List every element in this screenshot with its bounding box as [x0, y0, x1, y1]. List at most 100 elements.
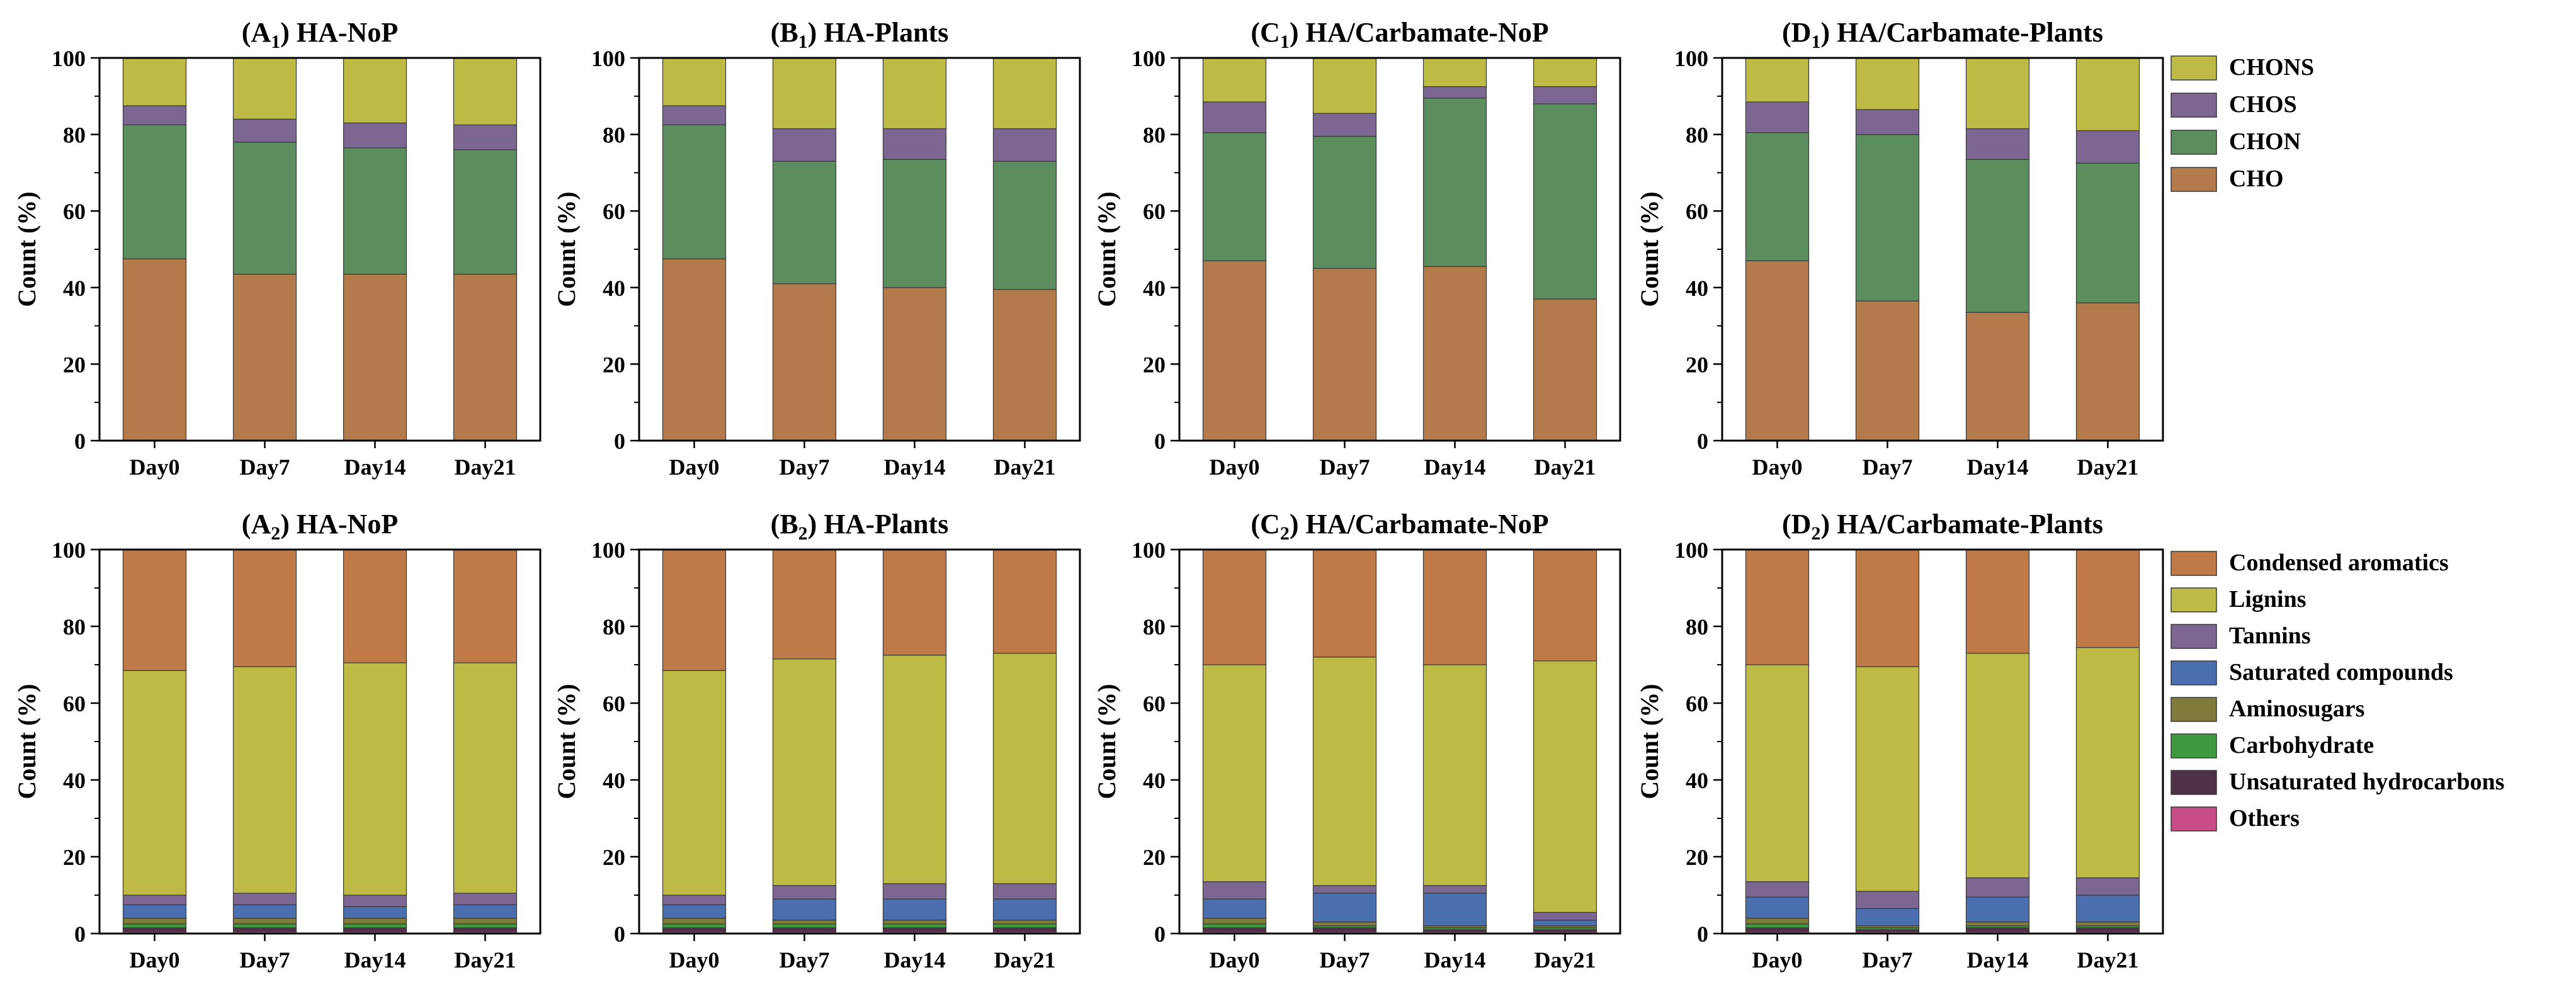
panel-b2-bar-day14-carbohydrate [882, 923, 947, 928]
panel-a2-bar-day7-lignins [232, 666, 297, 894]
panel-a2-bar-day21-unsaturated-hydrocarbons [453, 927, 518, 932]
panel-a2-ytick-label-20: 20 [63, 845, 86, 870]
legend-element-label-cho: CHO [2229, 166, 2284, 192]
panel-c2-bar-day21-condensed-aromatics [1533, 549, 1597, 662]
panel-c1: (C1) HA/Carbamate-NoP Count (%) Day0 Day7 Da… [1092, 17, 1621, 480]
panel-a2-frame [98, 548, 542, 935]
panel-c1-bar-day7-chons [1312, 57, 1377, 114]
panel-b2-ytick-label-60: 60 [603, 691, 625, 716]
panel-b1-bar-day0-chons [662, 57, 727, 106]
panel-b1-ytick-label-20: 20 [603, 352, 625, 377]
panel-a1-ytick-label-0: 0 [74, 429, 86, 454]
panel-d2-bar-day21-aminosugars [2075, 922, 2140, 927]
panel-c2-ytick-label-80: 80 [1143, 614, 1166, 640]
panel-a2-bar-day0-carbohydrate [122, 923, 187, 928]
panel-a1-xtick-label-day21: Day21 [455, 454, 516, 480]
panel-c1-ytick-label-80: 80 [1143, 123, 1166, 148]
panel-a2-ytick-label-0: 0 [74, 922, 86, 947]
legend-compound-label-condensed-aromatics: Condensed aromatics [2229, 550, 2449, 576]
panel-b2-xtick-label-day0: Day0 [669, 947, 720, 973]
panel-d2-bar-day14-tannins [1965, 877, 2030, 898]
panel-d1-bar-day21-chons [2075, 57, 2140, 132]
panel-c2-bar-day14-saturated-compounds [1422, 893, 1487, 927]
panel-b1-bar-day21-chon [992, 161, 1057, 290]
panel-a2-xtick-label-day0: Day0 [130, 947, 180, 973]
panel-c1-bar-day0-cho [1202, 260, 1267, 441]
panel-a1-ytick-label-100: 100 [52, 46, 86, 71]
panel-c1-bar-day21-chos [1533, 86, 1597, 104]
panel-a1-bar-day21-chon [453, 149, 518, 275]
panel-d1-ytick-label-40: 40 [1686, 276, 1708, 301]
panel-c2-ytick-label-40: 40 [1143, 768, 1166, 793]
panel-a1-bar-day14-chons [343, 57, 407, 123]
panel-d2-xtick-label-day7: Day7 [1863, 947, 1913, 973]
panel-d1-bar-day7-chon [1855, 134, 1920, 302]
panel-b2-bar-day14-unsaturated-hydrocarbons [882, 927, 947, 932]
panel-d1-bar-day0-chos [1745, 101, 1810, 133]
panel-d2-ytick-label-80: 80 [1686, 614, 1708, 640]
panel-d2-bar-day0-aminosugars [1745, 917, 1810, 925]
panel-b2-ytick-label-20: 20 [603, 845, 625, 870]
panel-d2-bar-day0-unsaturated-hydrocarbons [1745, 927, 1810, 932]
panel-c2-bar-day0-condensed-aromatics [1202, 549, 1267, 665]
panel-a1-bar-day14-chon [343, 147, 407, 275]
panel-c1-frame [1178, 57, 1621, 442]
panel-d2-bar-day21-lignins [2075, 646, 2140, 879]
panel-b2-bar-day7-unsaturated-hydrocarbons [772, 927, 837, 932]
panel-b2-bar-day21-saturated-compounds [992, 898, 1057, 921]
panel-b1-ytick-label-100: 100 [591, 46, 625, 71]
panel-a2-bar-day0-unsaturated-hydrocarbons [122, 927, 187, 932]
panel-a1-bar-day14-cho [343, 273, 407, 441]
legend-element-label-chos: CHOS [2229, 91, 2297, 118]
panel-d2-bar-day7-condensed-aromatics [1855, 549, 1920, 667]
panel-b1: (B1) HA-Plants Count (%) Day0 Day7 Day14 Day2… [552, 17, 1081, 480]
panel-d1-bar-day14-chons [1965, 57, 2030, 130]
legend-compound-label-aminosugars: Aminosugars [2229, 696, 2364, 722]
panel-a1-ytick-label-60: 60 [63, 199, 86, 224]
panel-b1-bar-day14-chos [882, 128, 947, 160]
panel-d1-bar-day14-cho [1965, 312, 2030, 441]
panel-b1-bar-day7-chon [772, 161, 837, 285]
panel-d1-bar-day7-cho [1855, 300, 1920, 441]
panel-a1-bar-day0-chons [122, 57, 187, 106]
panel-d2-bar-day14-unsaturated-hydrocarbons [1965, 927, 2030, 932]
panel-d2-frame [1721, 548, 2164, 935]
panel-a2: (A2) HA-NoP Count (%) Day0 Day7 Day14 Day21 0 2… [13, 509, 542, 973]
panel-c1-xtick-label-day0: Day0 [1210, 454, 1260, 480]
panel-c1-bar-day14-chon [1422, 98, 1487, 267]
legend-compound-swatch-lignins [2170, 587, 2217, 612]
panel-c2-xtick-label-day7: Day7 [1320, 947, 1370, 973]
panel-c1-ytick-label-40: 40 [1143, 276, 1166, 301]
panel-b2-bar-day7-carbohydrate [772, 923, 837, 928]
panel-a2-bar-day21-tannins [453, 893, 518, 905]
panel-c2-bar-day14-tannins [1422, 885, 1487, 894]
panel-a2-xtick-label-day21: Day21 [455, 947, 516, 973]
panel-b2-xtick-label-day14: Day14 [884, 947, 946, 973]
panel-b1-bar-day21-cho [992, 289, 1057, 441]
panel-a2-bar-day7-aminosugars [232, 917, 297, 925]
panel-b1-bar-day14-chon [882, 159, 947, 288]
panel-c1-xtick-label-day7: Day7 [1320, 454, 1370, 480]
panel-d2-bar-day21-unsaturated-hydrocarbons [2075, 927, 2140, 932]
panel-a2-ytick-label-40: 40 [63, 768, 86, 793]
panel-b2-bar-day14-saturated-compounds [882, 898, 947, 921]
panel-d2-xtick-label-day14: Day14 [1967, 947, 2029, 973]
panel-a2-bar-day0-tannins [122, 895, 187, 905]
panel-d2-bar-day14-saturated-compounds [1965, 896, 2030, 923]
panel-c2-bar-day0-saturated-compounds [1202, 898, 1267, 919]
panel-d2-ytick-label-100: 100 [1674, 538, 1708, 563]
panel-a1-bar-day21-chons [453, 57, 518, 126]
legend-compound-label-saturated-compounds: Saturated compounds [2229, 659, 2453, 686]
panel-b2-bar-day14-condensed-aromatics [882, 549, 947, 656]
legend-compound-label-tannins: Tannins [2229, 623, 2311, 649]
panel-b2: (B2) HA-Plants Count (%) Day0 Day7 Day14 Day2… [552, 509, 1081, 973]
panel-a1-bar-day7-chons [232, 57, 297, 120]
panel-c2-bar-day21-lignins [1533, 660, 1597, 913]
panel-b2-ytick-label-80: 80 [603, 614, 625, 640]
panel-d1-xtick-label-day0: Day0 [1752, 454, 1803, 480]
panel-d2-bar-day7-tannins [1855, 891, 1920, 909]
panel-a1-bar-day7-chon [232, 142, 297, 275]
panel-c1-bar-day0-chons [1202, 57, 1267, 103]
panel-c1-ytick-label-60: 60 [1143, 199, 1166, 224]
